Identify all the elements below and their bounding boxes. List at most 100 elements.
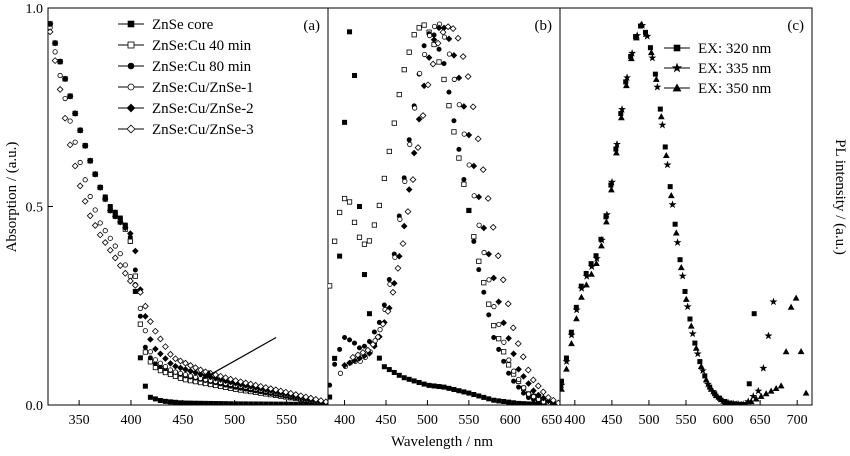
data-point <box>167 367 174 373</box>
data-point <box>480 224 488 232</box>
data-point <box>97 220 103 226</box>
data-point <box>111 212 119 220</box>
data-point <box>501 399 507 405</box>
data-point <box>560 385 565 392</box>
data-point <box>366 238 373 244</box>
data-point <box>341 195 348 202</box>
data-point <box>253 401 259 405</box>
data-point <box>668 200 677 209</box>
data-point <box>177 400 183 405</box>
data-point <box>667 192 675 199</box>
data-point <box>471 234 477 240</box>
data-point <box>526 391 532 397</box>
data-point <box>111 254 119 262</box>
data-point <box>361 241 368 247</box>
data-point <box>759 363 768 372</box>
data-point <box>82 177 88 183</box>
data-point <box>162 398 168 404</box>
data-point <box>516 384 522 390</box>
data-point <box>618 111 624 117</box>
data-point <box>535 391 542 399</box>
data-point <box>76 127 84 134</box>
data-point <box>391 279 398 287</box>
data-point <box>446 103 452 109</box>
data-point <box>762 390 770 397</box>
data-point <box>151 327 159 335</box>
data-point <box>372 338 378 344</box>
data-point <box>147 355 153 361</box>
x-tick-label: 450 <box>376 413 397 428</box>
data-point <box>687 322 695 329</box>
y-tick-label: 0.0 <box>26 399 44 414</box>
data-point <box>410 149 418 157</box>
data-point <box>777 382 785 389</box>
data-point <box>419 112 427 119</box>
data-point <box>262 384 270 391</box>
x-tick-label: 500 <box>638 413 659 428</box>
data-point <box>431 383 437 389</box>
data-point <box>460 103 468 110</box>
data-point <box>117 251 123 257</box>
data-point <box>379 320 387 328</box>
data-point <box>702 376 710 383</box>
legend-item-ex-320-nm: EX: 320 nm <box>664 41 772 57</box>
series-znse-cu-znse-2 <box>341 24 560 405</box>
data-point <box>369 340 377 348</box>
data-point <box>72 139 78 145</box>
data-point <box>752 395 760 402</box>
data-point <box>283 401 289 405</box>
x-tick-label: 400 <box>120 413 141 428</box>
data-point <box>792 294 800 301</box>
data-point <box>122 262 128 268</box>
data-point <box>96 184 104 191</box>
data-point <box>698 366 707 375</box>
data-point <box>593 259 600 267</box>
data-point <box>287 389 295 397</box>
data-point <box>56 85 64 93</box>
data-point <box>107 235 113 241</box>
data-point <box>441 384 447 390</box>
data-point <box>48 20 54 28</box>
data-point <box>359 349 367 356</box>
data-point <box>371 329 377 335</box>
data-point <box>623 82 630 89</box>
data-point <box>177 357 184 365</box>
data-point <box>412 105 418 111</box>
data-point <box>697 362 705 370</box>
data-point <box>510 350 517 358</box>
data-point <box>92 207 98 213</box>
data-point <box>187 367 194 375</box>
data-point <box>222 374 230 382</box>
data-point <box>142 313 149 320</box>
data-point <box>137 321 143 327</box>
data-point <box>157 350 164 358</box>
data-point <box>407 141 413 147</box>
data-point <box>662 144 668 150</box>
legend-item-znse-cu-80-min: ZnSe:Cu 80 min <box>118 59 252 75</box>
data-point <box>414 144 422 151</box>
data-point <box>491 322 497 329</box>
data-point <box>578 293 585 300</box>
data-point <box>277 387 285 395</box>
data-point <box>396 372 402 378</box>
data-point <box>456 146 462 152</box>
data-point <box>747 398 755 405</box>
data-point <box>400 222 408 230</box>
annotation-arrow <box>201 336 277 380</box>
data-point <box>332 361 338 367</box>
data-point <box>529 376 537 384</box>
data-point <box>489 223 497 231</box>
data-point <box>426 32 433 39</box>
data-point <box>218 401 224 405</box>
data-point <box>451 76 457 82</box>
data-point <box>424 81 432 89</box>
data-point <box>509 324 517 332</box>
data-point <box>476 258 482 264</box>
data-point <box>356 204 362 210</box>
data-point <box>486 396 492 402</box>
data-point <box>491 304 497 310</box>
data-point <box>461 181 467 187</box>
data-point <box>430 36 438 44</box>
data-point <box>637 20 645 27</box>
